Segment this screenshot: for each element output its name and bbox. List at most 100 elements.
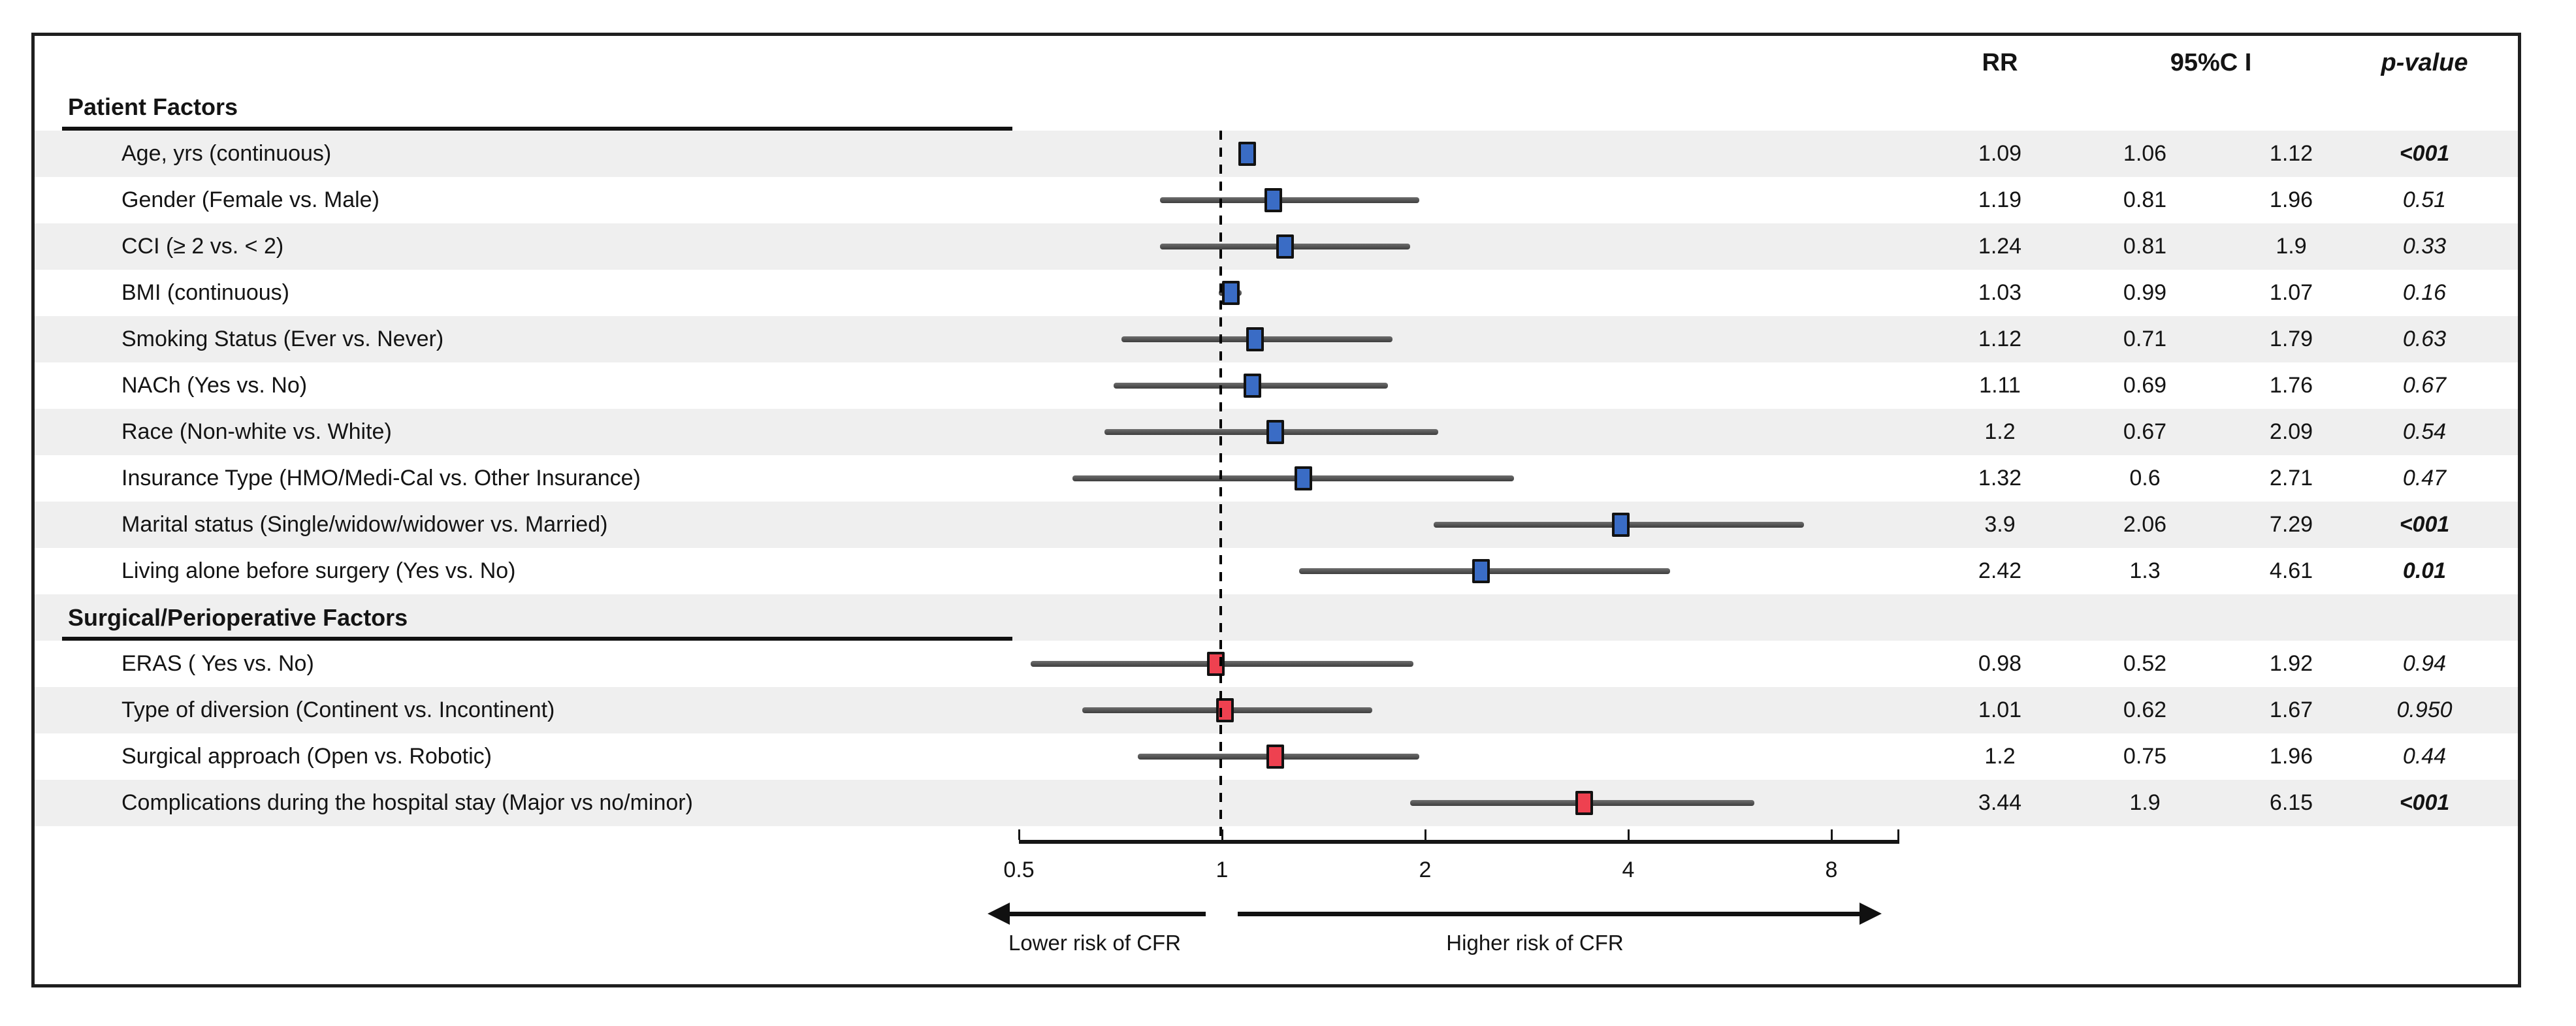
p-value: 0.51 xyxy=(2402,187,2447,212)
reference-line-rr1 xyxy=(1219,131,1222,840)
higher-risk-arrow-line xyxy=(1238,912,1860,916)
factor-row: Surgical approach (Open vs. Robotic) 1.2 0… xyxy=(0,733,2576,780)
ci-lower-value: 1.9 xyxy=(2129,790,2161,815)
ci-lower-value: 0.69 xyxy=(2123,373,2167,398)
p-value: 0.33 xyxy=(2402,234,2447,259)
rr-value: 1.24 xyxy=(1978,234,2022,259)
column-header-ci: 95%C I xyxy=(2170,49,2252,76)
rr-value: 1.09 xyxy=(1978,141,2022,166)
rr-value: 1.03 xyxy=(1978,280,2022,305)
rr-marker xyxy=(1266,420,1285,444)
section-underline xyxy=(62,127,1012,131)
row-stripe xyxy=(35,131,2518,177)
section-header-label: Patient Factors xyxy=(68,93,238,120)
ci-lower-value: 0.52 xyxy=(2123,651,2167,676)
ci-lower-value: 0.81 xyxy=(2123,234,2167,259)
ci-bar xyxy=(1072,475,1515,481)
ci-upper-value: 2.09 xyxy=(2269,419,2313,444)
rr-marker xyxy=(1264,188,1282,212)
p-value: 0.950 xyxy=(2396,697,2453,722)
row-stripe xyxy=(35,780,2518,826)
p-value: 0.47 xyxy=(2402,466,2447,490)
factor-label: Marital status (Single/widow/widower vs.… xyxy=(121,512,608,537)
x-axis-tick-label: 8 xyxy=(1825,858,1838,882)
factor-row: Age, yrs (continuous) 1.09 1.06 1.12 <001 xyxy=(0,131,2576,177)
factor-label: Insurance Type (HMO/Medi-Cal vs. Other I… xyxy=(121,466,641,490)
ci-lower-value: 0.67 xyxy=(2123,419,2167,444)
ci-upper-value: 1.12 xyxy=(2269,141,2313,166)
factor-label: NACh (Yes vs. No) xyxy=(121,373,308,398)
lower-risk-arrow-head xyxy=(988,903,1010,925)
lower-risk-label: Lower risk of CFR xyxy=(1008,931,1182,955)
p-value: 0.44 xyxy=(2402,744,2447,769)
x-axis-tick xyxy=(1221,829,1223,840)
ci-upper-value: 1.92 xyxy=(2269,651,2313,676)
factor-row: Complications during the hospital stay (… xyxy=(0,780,2576,826)
factor-label: Surgical approach (Open vs. Robotic) xyxy=(121,744,492,769)
x-axis-tick-label: 0.5 xyxy=(1003,858,1035,882)
rr-value: 1.19 xyxy=(1978,187,2022,212)
x-axis-end-tick xyxy=(1897,829,1899,840)
factor-row: Marital status (Single/widow/widower vs.… xyxy=(0,502,2576,548)
ci-upper-value: 1.76 xyxy=(2269,373,2313,398)
rr-marker xyxy=(1575,791,1593,815)
rr-value: 1.2 xyxy=(1984,419,2016,444)
p-value: 0.01 xyxy=(2402,558,2447,583)
p-value: 0.63 xyxy=(2402,327,2447,351)
rr-marker xyxy=(1238,142,1257,166)
ci-upper-value: 2.71 xyxy=(2269,466,2313,490)
ci-lower-value: 0.75 xyxy=(2123,744,2167,769)
rr-value: 3.44 xyxy=(1978,790,2022,815)
ci-lower-value: 0.6 xyxy=(2129,466,2161,490)
ci-lower-value: 1.06 xyxy=(2123,141,2167,166)
ci-upper-value: 7.29 xyxy=(2269,512,2313,537)
x-axis-tick-label: 4 xyxy=(1622,858,1635,882)
x-axis-tick xyxy=(1830,829,1833,840)
ci-upper-value: 1.96 xyxy=(2269,744,2313,769)
p-value: 0.54 xyxy=(2402,419,2447,444)
factor-row: ERAS ( Yes vs. No) 0.98 0.52 1.92 0.94 xyxy=(0,641,2576,687)
x-axis-tick-label: 1 xyxy=(1216,858,1229,882)
p-value: 0.67 xyxy=(2402,373,2447,398)
rr-value: 3.9 xyxy=(1984,512,2016,537)
ci-upper-value: 1.67 xyxy=(2269,697,2313,722)
factor-label: Living alone before surgery (Yes vs. No) xyxy=(121,558,516,583)
ci-lower-value: 0.71 xyxy=(2123,327,2167,351)
p-value: <001 xyxy=(2399,141,2450,166)
lower-risk-arrow-line xyxy=(1008,912,1206,916)
ci-lower-value: 2.06 xyxy=(2123,512,2167,537)
factor-label: ERAS ( Yes vs. No) xyxy=(121,651,314,676)
section-underline xyxy=(62,637,1012,641)
higher-risk-arrow-head xyxy=(1860,903,1882,925)
x-axis-line xyxy=(1019,840,1899,844)
ci-lower-value: 1.3 xyxy=(2129,558,2161,583)
column-header-pvalue: p-value xyxy=(2381,49,2468,76)
factor-row: Race (Non-white vs. White) 1.2 0.67 2.09 0.5… xyxy=(0,409,2576,455)
p-value: <001 xyxy=(2399,512,2450,537)
factor-row: CCI (≥ 2 vs. < 2) 1.24 0.81 1.9 0.33 xyxy=(0,223,2576,270)
rr-marker xyxy=(1216,698,1234,722)
factor-row: Smoking Status (Ever vs. Never) 1.12 0.71 1… xyxy=(0,316,2576,362)
factor-row: Insurance Type (HMO/Medi-Cal vs. Other I… xyxy=(0,455,2576,502)
rr-marker xyxy=(1246,327,1264,351)
rr-value: 2.42 xyxy=(1978,558,2022,583)
section-header-row: Surgical/Perioperative Factors xyxy=(0,594,2576,641)
row-stripe xyxy=(35,502,2518,548)
ci-upper-value: 4.61 xyxy=(2269,558,2313,583)
factor-row: Living alone before surgery (Yes vs. No)… xyxy=(0,548,2576,594)
factor-label: Gender (Female vs. Male) xyxy=(121,187,379,212)
rr-value: 1.01 xyxy=(1978,697,2022,722)
rr-marker xyxy=(1244,374,1262,398)
factor-row: Type of diversion (Continent vs. Inconti… xyxy=(0,687,2576,733)
ci-lower-value: 0.81 xyxy=(2123,187,2167,212)
ci-lower-value: 0.99 xyxy=(2123,280,2167,305)
x-axis-tick xyxy=(1627,829,1630,840)
higher-risk-label: Higher risk of CFR xyxy=(1446,931,1624,955)
rr-marker xyxy=(1266,745,1285,769)
rr-value: 1.11 xyxy=(1979,373,2021,398)
rr-marker xyxy=(1221,281,1240,305)
factor-label: Age, yrs (continuous) xyxy=(121,141,332,166)
ci-upper-value: 1.07 xyxy=(2269,280,2313,305)
factor-label: CCI (≥ 2 vs. < 2) xyxy=(121,234,284,259)
